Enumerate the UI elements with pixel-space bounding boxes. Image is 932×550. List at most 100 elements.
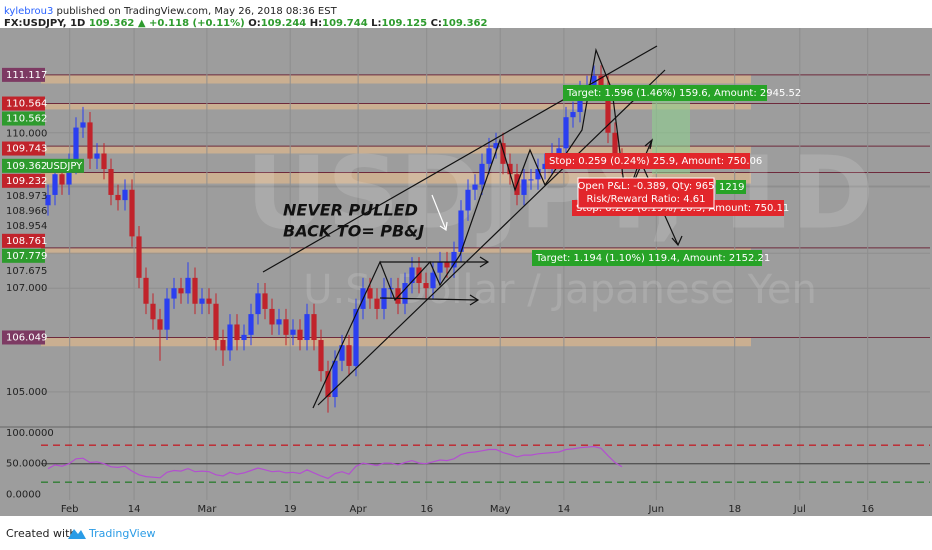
candles [45, 65, 625, 413]
arrow-head [479, 256, 490, 268]
candle-body [227, 324, 233, 351]
change: ▲ +0.118 (+0.11%) [138, 18, 245, 29]
candle-body [136, 236, 142, 278]
candle-body [479, 163, 485, 185]
y-tick-label: 109.743 [6, 144, 47, 155]
candle-body [374, 298, 380, 309]
candle-body [346, 345, 352, 366]
symbol: FX:USDJPY, 1D [4, 18, 85, 29]
header-background [0, 0, 932, 28]
candle-body [535, 169, 541, 180]
price-marker [2, 141, 45, 156]
candle-body [444, 262, 450, 268]
zone [41, 103, 751, 110]
y-tick-label: 110.000 [6, 129, 47, 140]
candle-body [255, 293, 261, 315]
candle-body [178, 288, 184, 294]
candle-body [115, 194, 121, 201]
y-tick-label: 110.562 [6, 114, 47, 125]
y-tick-label: 109.232 [6, 176, 47, 187]
candle-body [234, 324, 240, 341]
candle-body [423, 283, 429, 289]
y-tick-label: 107.000 [6, 283, 47, 294]
tv-logo [68, 529, 86, 539]
candle-body [465, 189, 471, 211]
candle-body [563, 117, 569, 149]
annotation-line: BACK TO= PB&J [283, 222, 424, 241]
x-tick-label: Jun [647, 504, 664, 515]
candle-body [493, 143, 499, 149]
h: 109.744 [322, 18, 368, 29]
candle-body [220, 340, 226, 351]
l: 109.125 [382, 18, 428, 29]
y-tick-label: 110.564 [6, 99, 47, 110]
candle-body [73, 127, 79, 164]
candle-body [605, 86, 611, 133]
candle-body [402, 283, 408, 304]
candle-body [94, 153, 100, 159]
c: 109.362 [442, 18, 488, 29]
x-tick-label: Jul [793, 504, 806, 515]
last-price-badge [2, 158, 84, 173]
x-tick-label: Feb [61, 504, 79, 515]
candle-body [52, 174, 58, 195]
candle-body [269, 308, 275, 325]
candle-body [598, 75, 604, 87]
zones [41, 74, 930, 347]
y-tick-label: 108.761 [6, 236, 47, 247]
x-tick-label: May [490, 504, 511, 515]
candle-body [143, 277, 149, 304]
candle-body [157, 319, 163, 330]
candle-body [185, 277, 191, 294]
footer-brand[interactable]: TradingView [88, 527, 155, 540]
candle-body [521, 179, 527, 195]
candle-body [59, 174, 65, 185]
candle-body [332, 360, 338, 398]
x-tick-label: Apr [349, 504, 367, 515]
candle-body [353, 308, 359, 366]
candle-body [507, 163, 513, 175]
candle-body [416, 267, 422, 284]
candle-body [304, 314, 310, 341]
candle-body [80, 122, 86, 128]
candle-body [66, 163, 72, 185]
candle-body [213, 303, 219, 341]
symbol-line: FX:USDJPY, 1D 109.362 ▲ +0.118 (+0.11%) … [4, 18, 487, 29]
candle-body [129, 189, 135, 237]
l-key: L: [371, 18, 381, 29]
y-tick-label: 106.049 [6, 332, 47, 343]
annotation-line: NEVER PULLED [283, 201, 418, 220]
axes: Feb 14 Mar 19 Apr 16 May 14 Jun 18 Jul 16 111.117 110… [2, 67, 874, 515]
candle-body [297, 329, 303, 341]
y-tick-label: 107.779 [6, 251, 47, 262]
x-tick-label: Mar [197, 504, 217, 515]
x-tick-label: 14 [128, 504, 141, 515]
y-tick-label: 108.973 [6, 191, 47, 202]
candle-body [486, 148, 492, 164]
stop-box [545, 153, 750, 169]
zone [41, 337, 751, 347]
o-key: O: [248, 18, 261, 29]
stop-text: Stop: 0.259 (0.24%) 25.9, Amount: 750.06 [549, 156, 762, 167]
candle-body [318, 340, 324, 372]
author[interactable]: kylebrou3 [4, 6, 53, 17]
y-tick-label: 105.000 [6, 387, 47, 398]
price-marker [2, 96, 45, 111]
o: 109.244 [261, 18, 307, 29]
candle-body [458, 210, 464, 252]
candle-body [591, 75, 597, 87]
arrow-head [439, 221, 448, 232]
x-tick-label: 16 [861, 504, 874, 515]
arrow [431, 194, 447, 231]
x-tick-label: 19 [284, 504, 297, 515]
target-box [563, 85, 767, 101]
target-text: Target: 1.596 (1.46%) 159.6, Amount: 294… [566, 88, 801, 99]
qty-text: 1219 [719, 182, 744, 193]
pl-box [577, 177, 715, 209]
annotation: NEVER PULLED BACK TO= PB&J [283, 201, 424, 241]
candle-body [199, 298, 205, 304]
published: published on TradingView.com, May 26, 20… [53, 6, 337, 17]
candle-body [500, 143, 506, 164]
candle-body [192, 277, 198, 304]
candle-body [122, 189, 128, 201]
